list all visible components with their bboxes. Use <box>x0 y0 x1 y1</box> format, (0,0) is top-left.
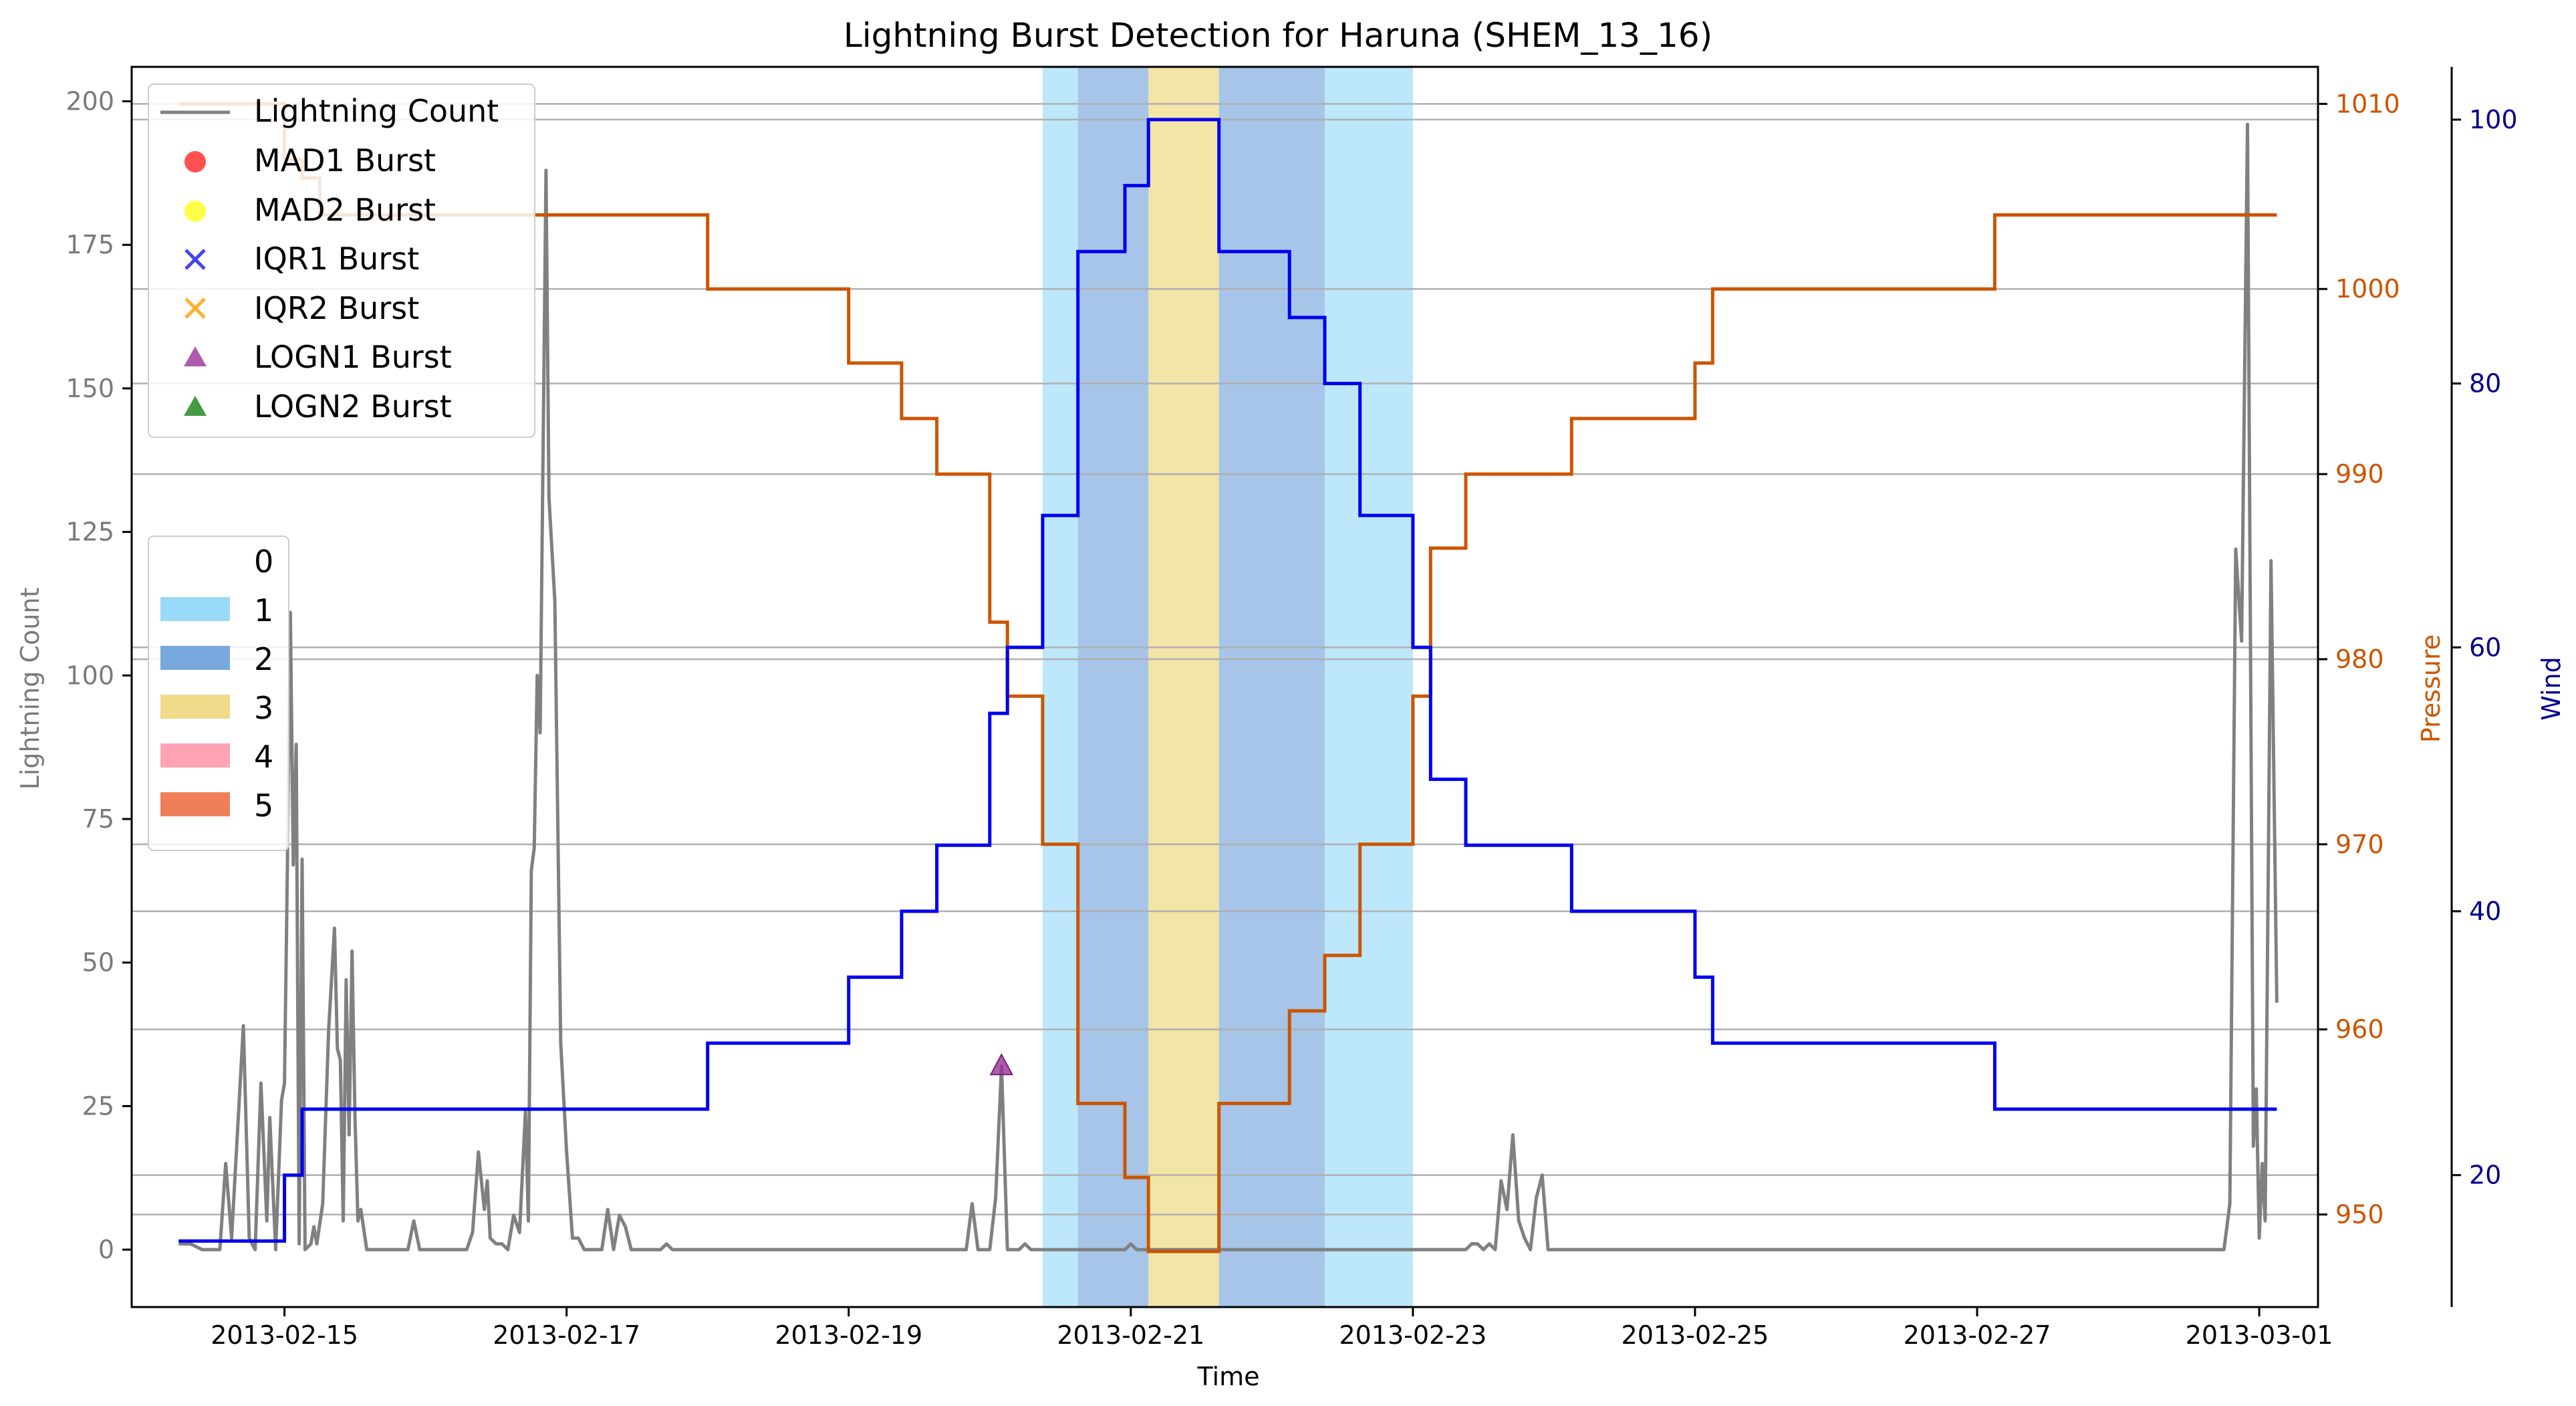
y-pressure-tick-label-950: 950 <box>2335 1200 2384 1229</box>
y-left-tick-label-0: 0 <box>98 1235 114 1264</box>
pressure-line <box>178 102 2277 1254</box>
y-axis-label-left: Lightning Count <box>15 588 45 790</box>
burst-markers <box>989 1053 1014 1076</box>
x-tick-label-2013-02-15: 2013-02-15 <box>211 1320 358 1350</box>
legend-marker-iqr1 <box>184 249 206 270</box>
y-wind-tick-label-60: 60 <box>2469 632 2501 662</box>
y-pressure-tick-label-960: 960 <box>2335 1015 2384 1044</box>
y-pressure-tick-label-1010: 1010 <box>2335 89 2400 118</box>
category-swatch-2 <box>160 646 230 670</box>
x-tick-label-2013-02-23: 2013-02-23 <box>1339 1320 1487 1350</box>
y-wind-tick-label-80: 80 <box>2469 369 2501 398</box>
legend-label-lightning: Lightning Count <box>254 93 499 129</box>
y-wind-tick-label-100: 100 <box>2469 105 2518 134</box>
y-left-tick-label-150: 150 <box>66 374 114 403</box>
category-swatch-5 <box>160 792 230 816</box>
y-pressure-tick-label-990: 990 <box>2335 459 2384 489</box>
lightning-line <box>178 122 2279 1252</box>
y-left-tick-label-125: 125 <box>66 517 114 547</box>
y-left-tick-label-175: 175 <box>66 230 114 259</box>
x-tick-label-2013-02-25: 2013-02-25 <box>1622 1320 1769 1350</box>
chart-title: Lightning Burst Detection for Haruna (SH… <box>844 16 1712 55</box>
x-tick-label-2013-02-19: 2013-02-19 <box>775 1320 922 1350</box>
legend-label-mad1: MAD1 Burst <box>254 142 436 179</box>
y-pressure-tick-label-1000: 1000 <box>2335 274 2400 304</box>
plot-frame <box>130 66 2319 1308</box>
burst-marker-logn1-0 <box>989 1053 1014 1076</box>
y-wind-tick-label-40: 40 <box>2469 897 2501 926</box>
y-left-tick-label-75: 75 <box>82 804 114 834</box>
legend-marker-logn2 <box>184 396 207 416</box>
y-pressure-tick-label-970: 970 <box>2335 830 2384 859</box>
category-label-1: 1 <box>254 592 273 628</box>
legend-label-iqr2: IQR2 Burst <box>254 290 419 326</box>
category-swatch-1 <box>160 597 230 621</box>
pressure-series <box>178 102 2277 1254</box>
category-label-4: 4 <box>254 739 273 775</box>
category-label-0: 0 <box>254 544 273 580</box>
category-span-1 <box>1077 67 1149 1307</box>
series-legend: Lightning Count MAD1 Burst MAD2 Burst IQ… <box>148 84 535 438</box>
category-legend: 0 1 2 3 4 5 <box>148 536 289 851</box>
category-swatch-3 <box>160 695 230 719</box>
y-wind-tick-label-20: 20 <box>2469 1161 2501 1190</box>
legend-marker-iqr2 <box>184 298 206 319</box>
y-left-tick-label-100: 100 <box>66 661 114 690</box>
axes <box>130 66 2453 1308</box>
legend-label-logn1: LOGN1 Burst <box>254 339 452 375</box>
category-label-3: 3 <box>254 690 273 726</box>
legend-label-mad2: MAD2 Burst <box>254 192 436 228</box>
legend-marker-mad2 <box>184 201 206 222</box>
category-swatch-4 <box>160 743 230 768</box>
x-axis-label: Time <box>1197 1362 1260 1391</box>
legend-marker-mad1 <box>184 151 206 172</box>
y-axis-label-wind: Wind <box>2537 657 2566 721</box>
category-span-2 <box>1148 67 1219 1307</box>
y-left-tick-label-50: 50 <box>82 948 114 977</box>
wind-line <box>178 118 2277 1243</box>
series-legend-frame <box>148 84 535 438</box>
legend-label-logn2: LOGN2 Burst <box>254 388 452 425</box>
y-left-tick-label-200: 200 <box>66 87 114 116</box>
lightning-series <box>178 122 2279 1252</box>
y-axis-label-pressure: Pressure <box>2416 634 2446 743</box>
category-spans <box>1042 67 1413 1307</box>
y-pressure-tick-label-980: 980 <box>2335 645 2384 674</box>
x-tick-label-2013-03-01: 2013-03-01 <box>2186 1320 2333 1350</box>
category-span-3 <box>1218 67 1325 1307</box>
legend-marker-logn1 <box>184 346 207 366</box>
x-tick-label-2013-02-21: 2013-02-21 <box>1057 1320 1204 1350</box>
y-left-tick-label-25: 25 <box>82 1091 114 1121</box>
category-span-0 <box>1042 67 1078 1307</box>
category-span-4 <box>1324 67 1413 1307</box>
category-label-2: 2 <box>254 641 273 677</box>
legend-label-iqr1: IQR1 Burst <box>254 241 419 277</box>
wind-series <box>178 118 2277 1243</box>
x-tick-label-2013-02-27: 2013-02-27 <box>1904 1320 2051 1350</box>
x-tick-label-2013-02-17: 2013-02-17 <box>493 1320 640 1350</box>
ticks: 2013-02-15 2013-02-17 2013-02-19 2013-02-21… <box>66 87 2517 1350</box>
category-label-5: 5 <box>254 788 273 824</box>
